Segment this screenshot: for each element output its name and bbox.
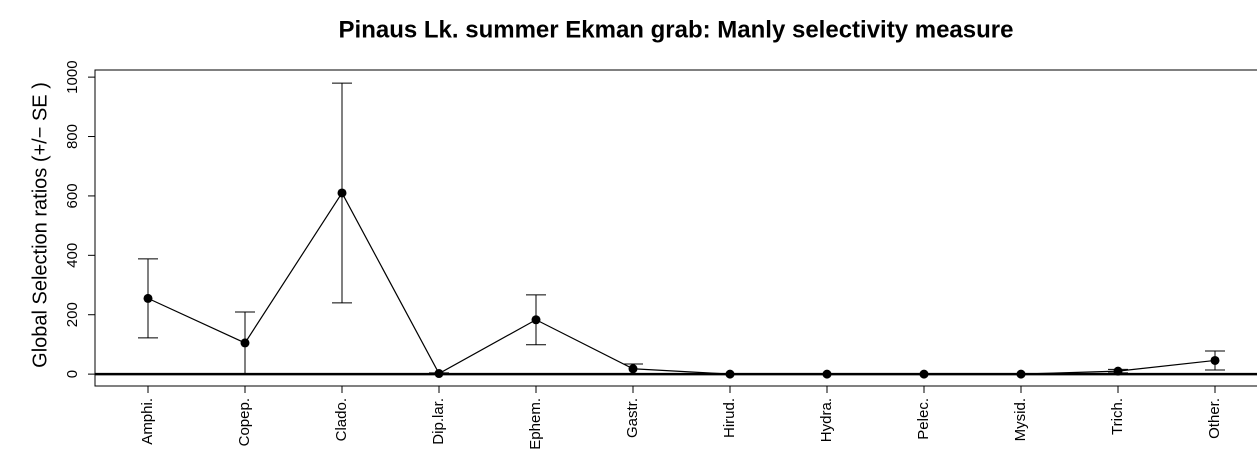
x-tick-label: Dip.lar. bbox=[430, 398, 447, 445]
y-tick-label: 0 bbox=[64, 370, 81, 378]
point bbox=[1016, 369, 1026, 379]
chart-title: Pinaus Lk. summer Ekman grab: Manly sele… bbox=[339, 16, 1014, 43]
point bbox=[1113, 366, 1123, 376]
x-tick-label: Hirud. bbox=[721, 398, 738, 438]
plot-frame bbox=[94, 69, 1257, 387]
x-tick-label: Other. bbox=[1206, 398, 1223, 439]
point bbox=[143, 293, 153, 303]
series-line bbox=[147, 191, 1216, 375]
y-tick-label: 600 bbox=[64, 183, 81, 208]
point bbox=[919, 369, 929, 379]
x-tick-label: Clado. bbox=[333, 398, 350, 441]
point bbox=[1210, 355, 1220, 365]
point bbox=[337, 188, 347, 198]
x-tick-label: Amphi. bbox=[139, 398, 156, 445]
x-tick-label: Mysid. bbox=[1012, 398, 1029, 441]
y-tick-label: 200 bbox=[64, 302, 81, 327]
point bbox=[434, 369, 444, 379]
point bbox=[531, 315, 541, 325]
x-tick-label: Trich. bbox=[1109, 398, 1126, 435]
point bbox=[725, 369, 735, 379]
point bbox=[822, 369, 832, 379]
x-tick-label: Copep. bbox=[236, 398, 253, 446]
y-tick-label: 800 bbox=[64, 124, 81, 149]
x-tick-label: Pelec. bbox=[915, 398, 932, 440]
point bbox=[628, 364, 638, 374]
point bbox=[240, 338, 250, 348]
y-axis-label: Global Selection ratios (+/− SE ) bbox=[29, 82, 51, 368]
x-tick-label: Hydra. bbox=[818, 398, 835, 442]
x-tick-label: Gastr. bbox=[624, 398, 641, 438]
y-tick-label: 1000 bbox=[64, 60, 81, 93]
y-tick-label: 400 bbox=[64, 243, 81, 268]
x-tick-label: Ephem. bbox=[527, 398, 544, 450]
